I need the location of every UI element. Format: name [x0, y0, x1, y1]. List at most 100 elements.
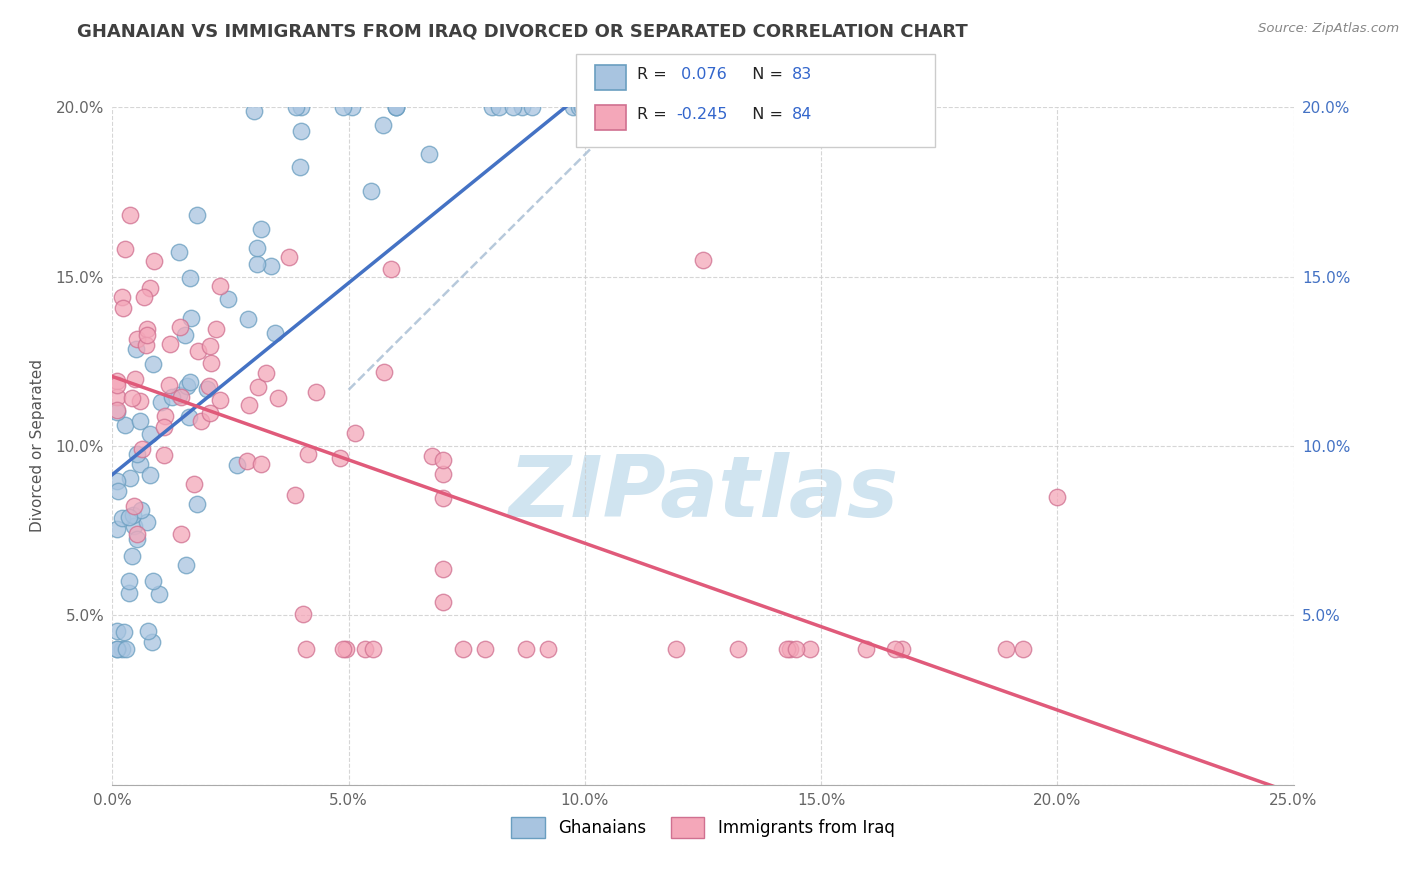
Point: [170, 527, 193, 541]
Point: [111, 290, 134, 304]
Point: [842, 100, 865, 114]
Point: [112, 625, 135, 640]
Point: [183, 476, 205, 491]
Point: [329, 451, 352, 466]
Point: [139, 468, 162, 483]
Point: [180, 310, 202, 325]
Point: [122, 499, 145, 513]
Text: GHANAIAN VS IMMIGRANTS FROM IRAQ DIVORCED OR SEPARATED CORRELATION CHART: GHANAIAN VS IMMIGRANTS FROM IRAQ DIVORCE…: [77, 22, 969, 40]
Point: [121, 508, 143, 523]
Point: [129, 457, 152, 471]
Point: [385, 100, 408, 114]
Point: [128, 393, 150, 408]
Point: [361, 642, 384, 657]
Point: [250, 221, 273, 235]
Point: [432, 595, 454, 609]
Point: [209, 278, 232, 293]
Point: [568, 100, 591, 114]
Point: [432, 453, 454, 467]
Point: [763, 100, 786, 114]
Point: [360, 185, 382, 199]
Point: [727, 100, 749, 114]
Point: [205, 322, 228, 336]
Point: [249, 457, 271, 471]
Point: [418, 146, 440, 161]
Point: [176, 379, 198, 393]
Point: [114, 417, 136, 432]
Point: [245, 257, 267, 271]
Point: [665, 642, 688, 657]
Point: [226, 458, 249, 472]
Point: [114, 642, 136, 657]
Point: [169, 245, 191, 260]
Point: [200, 339, 222, 353]
Point: [127, 527, 149, 541]
Text: R =: R =: [637, 107, 672, 121]
Point: [152, 448, 174, 462]
Point: [481, 100, 503, 114]
Point: [125, 532, 148, 546]
Point: [373, 118, 395, 132]
Point: [692, 252, 714, 267]
Point: [157, 377, 180, 392]
Point: [561, 100, 583, 114]
Point: [883, 642, 905, 657]
Text: 0.076: 0.076: [676, 67, 727, 81]
Point: [520, 100, 543, 114]
Point: [117, 586, 139, 600]
Point: [236, 311, 259, 326]
Point: [200, 406, 222, 420]
Point: [208, 392, 231, 407]
Point: [994, 642, 1017, 657]
Point: [179, 375, 201, 389]
Point: [170, 390, 193, 404]
Point: [153, 419, 176, 434]
Point: [779, 642, 801, 657]
Point: [124, 372, 146, 386]
Point: [290, 124, 312, 138]
Point: [105, 390, 128, 404]
Text: N =: N =: [742, 107, 789, 121]
Point: [1011, 642, 1033, 657]
Point: [177, 410, 200, 425]
Point: [432, 562, 454, 576]
Point: [855, 642, 877, 657]
Text: -0.245: -0.245: [676, 107, 728, 121]
Point: [693, 100, 716, 114]
Point: [264, 326, 287, 340]
Point: [260, 259, 283, 273]
Point: [132, 290, 155, 304]
Point: [105, 377, 128, 392]
Point: [488, 100, 510, 114]
Legend: Ghanaians, Immigrants from Iraq: Ghanaians, Immigrants from Iraq: [505, 811, 901, 845]
Point: [290, 100, 312, 114]
Point: [135, 322, 157, 336]
Point: [305, 384, 328, 399]
Point: [105, 402, 128, 417]
Point: [198, 379, 221, 393]
Point: [332, 642, 354, 657]
Point: [105, 374, 128, 388]
Point: [285, 100, 308, 114]
Point: [149, 395, 172, 409]
Point: [571, 100, 593, 114]
Point: [236, 454, 259, 468]
Text: 83: 83: [792, 67, 811, 81]
Point: [118, 510, 141, 524]
Point: [105, 474, 128, 488]
Point: [124, 343, 146, 357]
Point: [195, 382, 218, 396]
Point: [174, 558, 197, 573]
Text: N =: N =: [742, 67, 789, 81]
Point: [373, 365, 395, 379]
Point: [297, 446, 319, 460]
Point: [105, 642, 128, 657]
Point: [785, 642, 807, 657]
Point: [122, 518, 145, 533]
Point: [121, 549, 143, 564]
Point: [187, 343, 209, 358]
Point: [159, 337, 181, 351]
Point: [420, 449, 443, 463]
Point: [645, 100, 668, 114]
Point: [340, 100, 363, 114]
